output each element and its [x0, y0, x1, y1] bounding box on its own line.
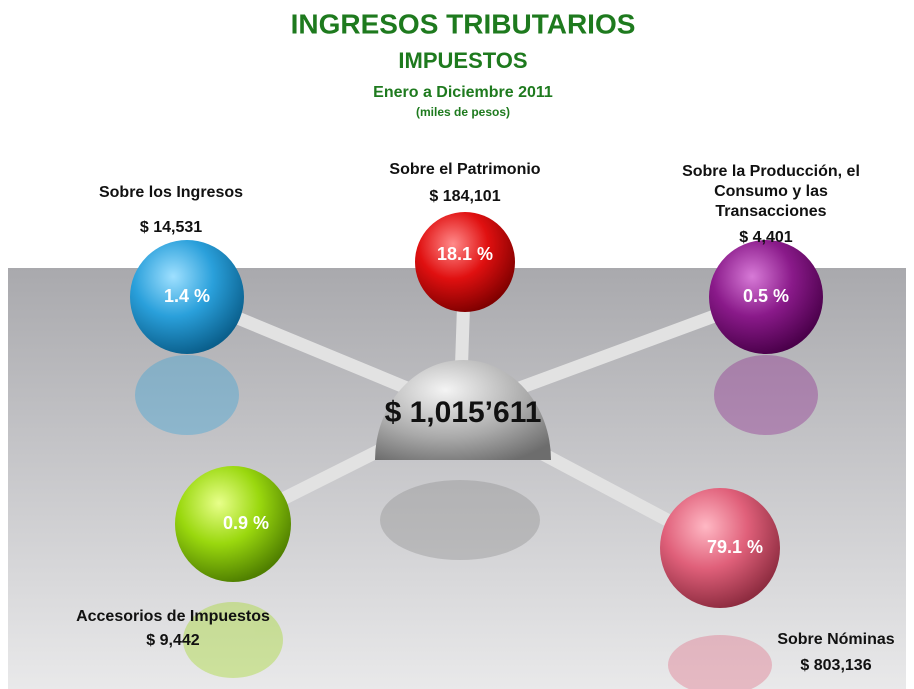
- percent: 79.1 %: [707, 537, 763, 557]
- infographic: $ 1,015’611 INGRESOS TRIBUTARIOS IMPUEST…: [0, 0, 914, 689]
- amount: $ 803,136: [800, 657, 871, 674]
- reflection: [135, 355, 239, 435]
- node-label: Consumo y las: [714, 183, 828, 200]
- node-label: Sobre la Producción, el: [682, 163, 860, 180]
- node-label: Sobre los Ingresos: [99, 184, 243, 201]
- percent: 18.1 %: [437, 244, 493, 264]
- title: INGRESOS TRIBUTARIOS: [291, 8, 636, 39]
- amount: $ 14,531: [140, 219, 202, 236]
- node-label: Sobre Nóminas: [777, 631, 894, 648]
- page: $ 1,015’611 INGRESOS TRIBUTARIOS IMPUEST…: [0, 0, 914, 689]
- node-label: Transacciones: [715, 203, 826, 220]
- period: Enero a Diciembre 2011: [373, 84, 553, 101]
- subtitle: IMPUESTOS: [398, 48, 527, 73]
- amount: $ 184,101: [429, 188, 500, 205]
- percent: 0.9 %: [223, 513, 269, 533]
- reflection: [714, 355, 818, 435]
- node-label: Accesorios de Impuestos: [76, 608, 270, 625]
- node-label: Sobre el Patrimonio: [389, 161, 540, 178]
- amount: $ 9,442: [146, 632, 199, 649]
- units: (miles de pesos): [416, 105, 510, 119]
- center-total: $ 1,015’611: [385, 396, 542, 429]
- percent: 1.4 %: [164, 286, 210, 306]
- amount: $ 4,401: [739, 229, 792, 246]
- percent: 0.5 %: [743, 286, 789, 306]
- reflection: [380, 480, 540, 560]
